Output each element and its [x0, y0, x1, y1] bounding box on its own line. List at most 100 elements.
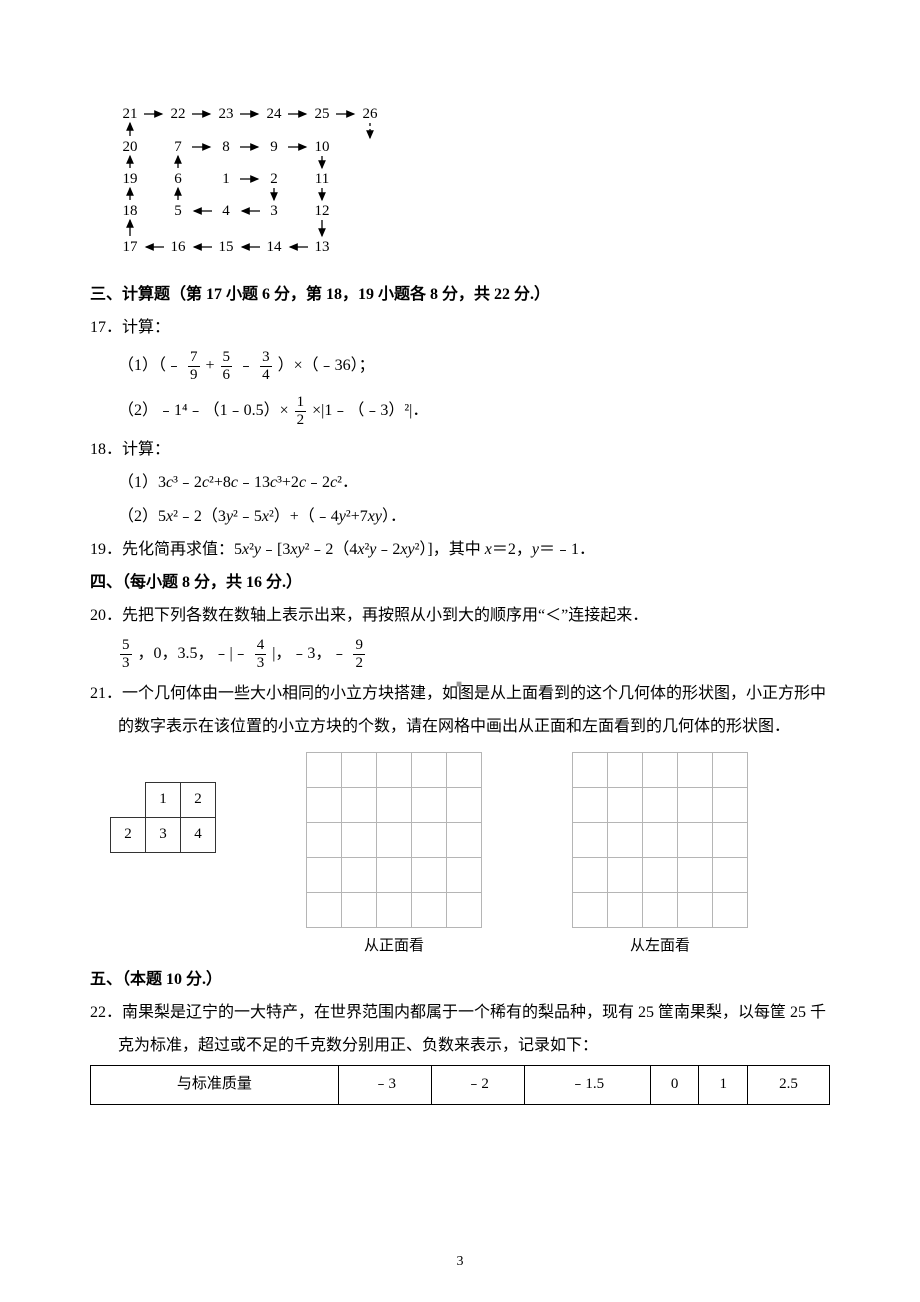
frac-3-4: 34: [258, 350, 274, 383]
q17-2-prefix: （2）﹣1⁴﹣（1﹣0.5）×: [118, 402, 289, 419]
q21-line1: 21．一个几何体由一些大小相同的小立方块搭建，如图是从上面看到的这个几何体的形状…: [90, 680, 830, 707]
blank-grid-cell: [573, 858, 608, 893]
spiral-node-6: 6: [165, 170, 191, 188]
q22-cell: 0: [650, 1066, 699, 1105]
blank-grid-cell: [713, 858, 748, 893]
frac-5-3: 53: [118, 638, 134, 671]
blank-grid-cell: [608, 893, 643, 928]
q17-1-plus: +: [206, 357, 215, 374]
q19: 19．先化简再求值：5x²y﹣[3xy²﹣2（4x²y﹣2xy²）]，其中 x＝…: [90, 536, 830, 563]
topview-cell: 2: [181, 783, 216, 818]
frac-4-3: 43: [253, 638, 269, 671]
spiral-node-20: 20: [117, 138, 143, 156]
q18-sub2: （2）5x²﹣2（3y²﹣5x²）+（﹣4y²+7xy）．: [90, 503, 830, 530]
blank-grid-cell: [573, 753, 608, 788]
spiral-node-13: 13: [309, 238, 335, 256]
blank-grid-cell: [307, 753, 342, 788]
spiral-node-7: 7: [165, 138, 191, 156]
q22-line1: 22．南果梨是辽宁的一大特产，在世界范围内都属于一个稀有的梨品种，现有 25 筐…: [90, 999, 830, 1026]
blank-grid-cell: [608, 788, 643, 823]
topview-cell: 2: [111, 818, 146, 853]
q17-1-minus: ﹣: [238, 357, 254, 374]
blank-grid-cell: [643, 753, 678, 788]
q21-front-caption: 从正面看: [306, 934, 482, 960]
spiral-node-11: 11: [309, 170, 335, 188]
spiral-node-18: 18: [117, 202, 143, 220]
blank-grid-cell: [412, 788, 447, 823]
q22-cell: ﹣1.5: [524, 1066, 650, 1105]
blank-grid-cell: [608, 858, 643, 893]
page-number: 3: [0, 1250, 920, 1274]
blank-grid-cell: [608, 753, 643, 788]
q19-text: 19．先化简再求值：5x²y﹣[3xy²﹣2（4x²y﹣2xy²）]，其中 x＝…: [90, 541, 595, 558]
blank-grid-cell: [377, 858, 412, 893]
frac-9-2: 92: [351, 638, 367, 671]
q22-cell: ﹣2: [431, 1066, 524, 1105]
spiral-diagram: 1234567891011121314151617181920212223242…: [90, 90, 360, 275]
blank-grid-cell: [412, 858, 447, 893]
q21-front-grid: [306, 752, 482, 928]
q20-mid1: ，0，3.5，﹣|﹣: [138, 645, 249, 662]
blank-grid-cell: [342, 858, 377, 893]
q20-heading: 20．先把下列各数在数轴上表示出来，再按照从小到大的顺序用“＜”连接起来．: [90, 602, 830, 629]
section-3-heading: 三、计算题（第 17 小题 6 分，第 18，19 小题各 8 分，共 22 分…: [90, 281, 830, 308]
frac-1-2: 12: [293, 395, 309, 428]
spiral-node-26: 26: [357, 105, 383, 123]
blank-grid-cell: [342, 823, 377, 858]
q21-left-grid: [572, 752, 748, 928]
q20-values: 53 ，0，3.5，﹣|﹣ 43 |，﹣3，﹣ 92: [90, 635, 830, 673]
q20-mid2: |，﹣3，﹣: [272, 645, 347, 662]
q22-row-header: 与标准质量: [91, 1066, 339, 1105]
spiral-node-2: 2: [261, 170, 287, 188]
q17-1-suffix: ）×（﹣36）；: [278, 357, 375, 374]
blank-grid-cell: [447, 893, 482, 928]
blank-grid-cell: [447, 788, 482, 823]
blank-grid-cell: [307, 788, 342, 823]
q18-1-text: （1）3c³﹣2c²+8c﹣13c³+2c﹣2c²．: [118, 474, 358, 491]
blank-grid-cell: [643, 788, 678, 823]
q17-2-suffix: ×|1﹣（﹣3）²|．: [312, 402, 428, 419]
blank-grid-cell: [342, 893, 377, 928]
blank-grid-cell: [412, 893, 447, 928]
blank-grid-cell: [412, 753, 447, 788]
q17-sub1: （1）（﹣ 79 + 56 ﹣ 34 ）×（﹣36）；: [90, 347, 830, 385]
spiral-node-25: 25: [309, 105, 335, 123]
q18-2-text: （2）5x²﹣2（3y²﹣5x²）+（﹣4y²+7xy）．: [118, 508, 406, 525]
blank-grid-cell: [307, 823, 342, 858]
q21-top-view-grid: 12234: [110, 782, 216, 853]
spiral-node-16: 16: [165, 238, 191, 256]
spiral-node-19: 19: [117, 170, 143, 188]
q21-grids-row: 12234 从正面看 从左面看: [90, 752, 830, 960]
blank-grid-cell: [307, 893, 342, 928]
spiral-node-23: 23: [213, 105, 239, 123]
blank-grid-cell: [678, 753, 713, 788]
blank-grid-cell: [643, 893, 678, 928]
q17-1-prefix: （1）（﹣: [118, 357, 182, 374]
q21-left-caption: 从左面看: [572, 934, 748, 960]
section-5-heading: 五、（本题 10 分.）: [90, 966, 830, 993]
q17-heading: 17．计算：: [90, 314, 830, 341]
spiral-node-15: 15: [213, 238, 239, 256]
blank-grid-cell: [713, 788, 748, 823]
blank-grid-cell: [678, 858, 713, 893]
q22-table: 与标准质量﹣3﹣2﹣1.5012.5: [90, 1065, 830, 1105]
q22-table-wrap: 与标准质量﹣3﹣2﹣1.5012.5: [90, 1065, 830, 1105]
blank-grid-cell: [573, 893, 608, 928]
q17-sub2: （2）﹣1⁴﹣（1﹣0.5）× 12 ×|1﹣（﹣3）²|．: [90, 392, 830, 430]
spiral-node-21: 21: [117, 105, 143, 123]
spiral-node-4: 4: [213, 202, 239, 220]
q21-left-grid-block: 从左面看: [572, 752, 748, 960]
blank-grid-cell: [447, 858, 482, 893]
blank-grid-cell: [608, 823, 643, 858]
topview-cell: 3: [146, 818, 181, 853]
blank-grid-cell: [377, 823, 412, 858]
blank-grid-cell: [678, 893, 713, 928]
spiral-node-1: 1: [213, 170, 239, 188]
blank-grid-cell: [573, 788, 608, 823]
blank-grid-cell: [377, 893, 412, 928]
q22-cell: 1: [699, 1066, 748, 1105]
blank-grid-cell: [678, 823, 713, 858]
spiral-node-14: 14: [261, 238, 287, 256]
section-4-heading: 四、（每小题 8 分，共 16 分.）: [90, 569, 830, 596]
blank-grid-cell: [643, 823, 678, 858]
